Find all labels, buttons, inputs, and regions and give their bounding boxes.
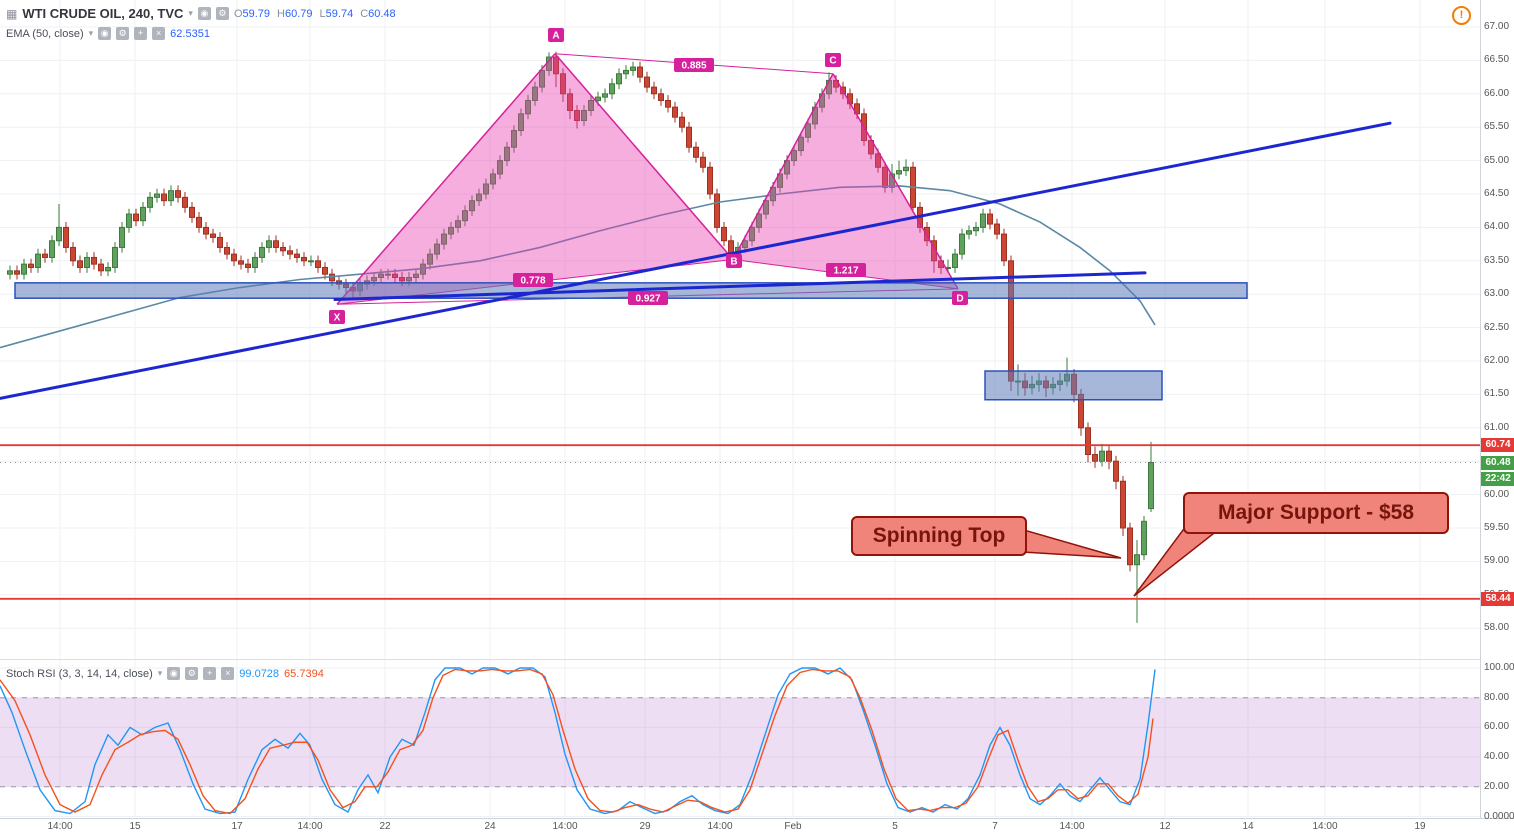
horizontal-lines (0, 444, 1480, 600)
time-tick: 15 (129, 821, 141, 832)
time-axis[interactable]: 14:00 15 17 14:00 22 24 14:00 29 14:00 Feb 5 7 14:00… (0, 818, 1514, 835)
grid-layer (0, 0, 1480, 817)
spinning-top-callout[interactable]: Spinning Top (851, 516, 1027, 556)
svg-text:A: A (552, 31, 559, 42)
add-icon[interactable]: + (203, 667, 217, 680)
close-icon[interactable]: × (221, 667, 235, 680)
stoch-lines (0, 667, 1156, 815)
alert-warning-icon[interactable]: ! (1452, 6, 1471, 25)
svg-text:B: B (730, 257, 737, 268)
time-tick: 24 (484, 821, 496, 832)
price-tick: 58.00 (1484, 622, 1510, 634)
svg-text:D: D (956, 294, 963, 305)
high-label: H (277, 7, 285, 20)
price-tick: 65.50 (1484, 121, 1510, 133)
price-tick: 61.50 (1484, 388, 1510, 400)
ema-label[interactable]: EMA (50, close) (6, 27, 84, 40)
stoch-rsi-label[interactable]: Stoch RSI (3, 3, 14, 14, close) (6, 667, 153, 680)
svg-text:0.927: 0.927 (635, 294, 660, 305)
stoch-tick: 0.0000 (1484, 810, 1514, 822)
price-tick: 64.00 (1484, 221, 1510, 233)
time-tick: 14:00 (707, 821, 733, 832)
pane-separator[interactable] (0, 659, 1480, 660)
eye-icon[interactable]: ◉ (197, 7, 211, 20)
settings-icon[interactable]: ⚙ (215, 7, 229, 20)
price-axis[interactable]: 58.0058.5059.0059.5060.0060.5061.0061.50… (1480, 0, 1514, 822)
time-tick: 14:00 (552, 821, 578, 832)
time-tick: Feb (784, 821, 802, 832)
ema-value: 62.5351 (170, 27, 210, 40)
time-tick: 7 (992, 821, 998, 832)
time-tick: 14:00 (47, 821, 73, 832)
stoch-tick: 20.00 (1484, 780, 1510, 792)
symbol-legend: ▦ WTI CRUDE OIL, 240, TVC ▾ ◉ ⚙ O59.79 H… (6, 6, 398, 21)
low-label: L (319, 7, 326, 20)
svg-text:X: X (334, 313, 341, 324)
stoch-d-value: 65.7394 (284, 667, 324, 680)
time-tick: 14 (1242, 821, 1254, 832)
price-tick: 67.00 (1484, 21, 1510, 32)
time-tick: 22 (379, 821, 391, 832)
time-tick: 14:00 (1059, 821, 1085, 832)
pattern-labels: A B C D X 0.778 0.885 0.927 1.217 (329, 28, 968, 324)
price-label: 60.48 (1481, 455, 1514, 470)
price-label: 22:42 (1481, 471, 1514, 486)
chart-canvas[interactable]: A B C D X 0.778 0.885 0.927 1.217 (0, 0, 1480, 818)
price-tick: 59.00 (1484, 555, 1510, 567)
close-icon[interactable]: × (152, 27, 166, 40)
symbol-title[interactable]: WTI CRUDE OIL, 240, TVC (22, 6, 184, 21)
stoch-band (0, 697, 1480, 788)
chevron-down-icon[interactable]: ▾ (188, 8, 193, 18)
time-tick: 19 (1414, 821, 1426, 832)
price-tick: 66.50 (1484, 54, 1510, 66)
time-tick: 12 (1159, 821, 1171, 832)
svg-text:0.885: 0.885 (681, 61, 706, 72)
trendlines (0, 121, 1392, 400)
open-label: O (233, 7, 243, 20)
symbol-menu-icon[interactable]: ▦ (6, 6, 18, 21)
price-tick: 66.00 (1484, 87, 1510, 99)
price-label: 58.44 (1481, 591, 1514, 606)
price-tick: 63.00 (1484, 288, 1510, 300)
time-tick: 29 (639, 821, 651, 832)
ema-legend: EMA (50, close) ▾ ◉ ⚙ + × 62.5351 (6, 27, 210, 40)
eye-icon[interactable]: ◉ (98, 27, 112, 40)
stoch-tick: 40.00 (1484, 751, 1510, 763)
time-tick: 5 (892, 821, 898, 832)
svg-text:C: C (829, 56, 836, 67)
price-tick: 62.50 (1484, 321, 1510, 333)
add-icon[interactable]: + (134, 27, 148, 40)
major-support-callout[interactable]: Major Support - $58 (1183, 492, 1449, 534)
svg-text:1.217: 1.217 (833, 266, 858, 277)
eye-icon[interactable]: ◉ (167, 667, 181, 680)
settings-icon[interactable]: ⚙ (185, 667, 199, 680)
price-tick: 64.50 (1484, 188, 1510, 199)
price-tick: 60.00 (1484, 488, 1510, 500)
price-tick: 65.00 (1484, 154, 1510, 166)
open-value: 59.79 (242, 7, 271, 20)
chevron-down-icon[interactable]: ▾ (88, 28, 94, 38)
svg-text:0.778: 0.778 (520, 276, 545, 287)
price-tick: 63.50 (1484, 254, 1510, 266)
price-label: 60.74 (1481, 438, 1514, 453)
time-tick: 14:00 (297, 821, 323, 832)
price-tick: 59.50 (1484, 522, 1510, 533)
stoch-tick: 100.00 (1484, 662, 1514, 673)
stoch-k-value: 99.0728 (239, 667, 280, 680)
high-value: 60.79 (285, 7, 313, 20)
stoch-tick: 80.00 (1484, 691, 1510, 703)
close-value: 60.48 (368, 7, 396, 20)
price-tick: 62.00 (1484, 355, 1510, 366)
chevron-down-icon[interactable]: ▾ (157, 668, 163, 678)
price-tick: 61.00 (1484, 421, 1510, 433)
harmonic-pattern (336, 53, 959, 305)
stoch-rsi-legend: Stoch RSI (3, 3, 14, 14, close) ▾ ◉ ⚙ + … (6, 667, 324, 680)
time-tick: 17 (231, 821, 243, 832)
close-label: C (360, 7, 369, 20)
low-value: 59.74 (325, 7, 354, 20)
time-tick: 14:00 (1312, 821, 1338, 832)
stoch-tick: 60.00 (1484, 721, 1510, 733)
settings-icon[interactable]: ⚙ (116, 27, 130, 40)
